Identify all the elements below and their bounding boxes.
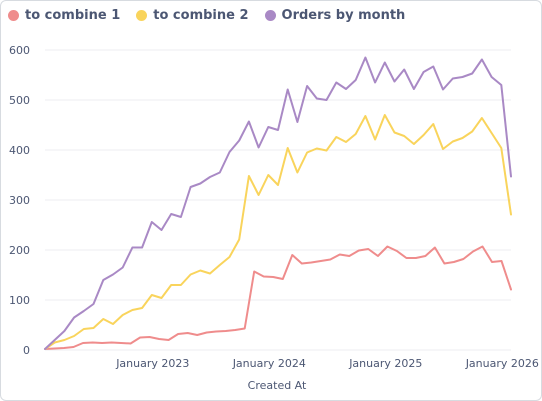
legend-label-series-1: to combine 1 <box>25 7 121 23</box>
legend-dot-series-1 <box>8 9 19 21</box>
y-axis: 0 100 200 300 400 500 600 <box>9 44 30 357</box>
chart-legend: to combine 1 to combine 2 Orders by mont… <box>8 5 405 25</box>
y-tick-label: 600 <box>9 44 30 57</box>
legend-item-series-3[interactable]: Orders by month <box>264 7 406 23</box>
y-tick-label: 0 <box>23 344 30 357</box>
series-line-3[interactable] <box>44 56 512 350</box>
x-axis-title: Created At <box>248 379 307 392</box>
y-tick-label: 400 <box>9 144 30 157</box>
legend-item-series-2[interactable]: to combine 2 <box>136 7 249 23</box>
series-lines <box>44 56 512 350</box>
y-tick-label: 200 <box>9 244 30 257</box>
y-tick-label: 500 <box>9 94 30 107</box>
legend-label-series-2: to combine 2 <box>153 7 249 23</box>
x-tick-label: January 2023 <box>115 357 189 370</box>
y-tick-label: 100 <box>9 294 30 307</box>
series-line-2[interactable] <box>44 114 512 350</box>
y-tick-label: 300 <box>9 194 30 207</box>
legend-dot-series-3 <box>264 9 276 21</box>
x-tick-label: January 2026 <box>465 357 539 370</box>
legend-dot-series-2 <box>136 9 148 21</box>
x-tick-label: January 2025 <box>348 357 422 370</box>
x-tick-label: January 2024 <box>232 357 306 370</box>
series-line-1[interactable] <box>44 245 512 350</box>
grid-lines <box>45 49 511 351</box>
legend-label-series-3: Orders by month <box>281 7 406 23</box>
legend-item-series-1[interactable]: to combine 1 <box>8 8 120 23</box>
x-axis: January 2023 January 2024 January 2025 J… <box>115 357 539 370</box>
